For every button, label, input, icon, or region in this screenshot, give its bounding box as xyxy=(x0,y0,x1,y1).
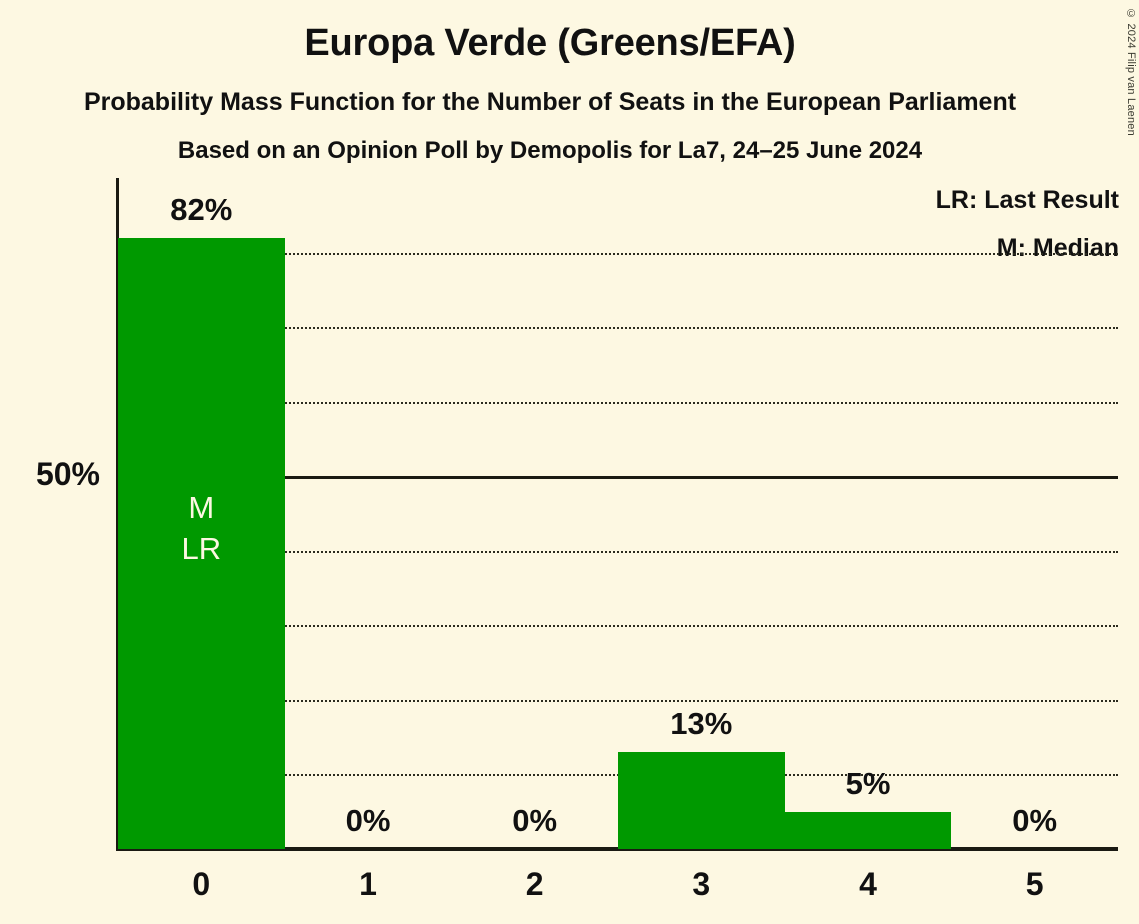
x-tick-label-5: 5 xyxy=(1025,866,1044,902)
median-marker: M xyxy=(188,490,215,526)
gridline-60 xyxy=(118,401,1118,404)
gridline-70 xyxy=(118,327,1118,330)
y-axis-line xyxy=(116,178,119,851)
bar-value-label-4: 5% xyxy=(845,765,891,801)
y-axis-label-50: 50% xyxy=(35,456,100,492)
bar-0[interactable]: M LR xyxy=(118,237,285,849)
gridline-80 xyxy=(118,252,1118,255)
x-tick-label-1: 1 xyxy=(359,866,377,902)
legend-median: M: Median xyxy=(996,234,1119,262)
x-tick-label-4: 4 xyxy=(859,866,877,902)
copyright-notice: © 2024 Filip van Laenen xyxy=(1125,8,1137,136)
bar-value-label-2: 0% xyxy=(512,803,558,838)
x-tick-label-2: 2 xyxy=(525,866,544,902)
chart-subtitle: Probability Mass Function for the Number… xyxy=(83,88,1017,116)
bar-value-label-5: 0% xyxy=(1012,803,1058,838)
bar-value-label-1: 0% xyxy=(345,803,391,838)
bar-4[interactable] xyxy=(784,811,952,849)
legend-last-result: LR: Last Result xyxy=(935,186,1119,214)
bar-markers-0: M LR xyxy=(118,488,285,570)
x-axis-line xyxy=(116,847,1118,851)
last-result-marker: LR xyxy=(181,531,222,567)
bar-3[interactable] xyxy=(618,752,785,849)
chart-source-note: Based on an Opinion Poll by Demopolis fo… xyxy=(177,137,923,164)
x-tick-label-0: 0 xyxy=(192,866,211,902)
x-tick-label-3: 3 xyxy=(692,866,711,902)
gridline-30 xyxy=(118,625,1118,628)
plot-area: M LR xyxy=(118,178,1118,849)
gridline-major-50 xyxy=(118,476,1118,480)
bar-value-label-3: 13% xyxy=(670,706,733,742)
bar-value-label-0: 82% xyxy=(170,191,233,227)
gridline-40 xyxy=(118,550,1118,553)
gridline-20 xyxy=(118,699,1118,702)
chart-title: Europa Verde (Greens/EFA) xyxy=(304,22,796,64)
